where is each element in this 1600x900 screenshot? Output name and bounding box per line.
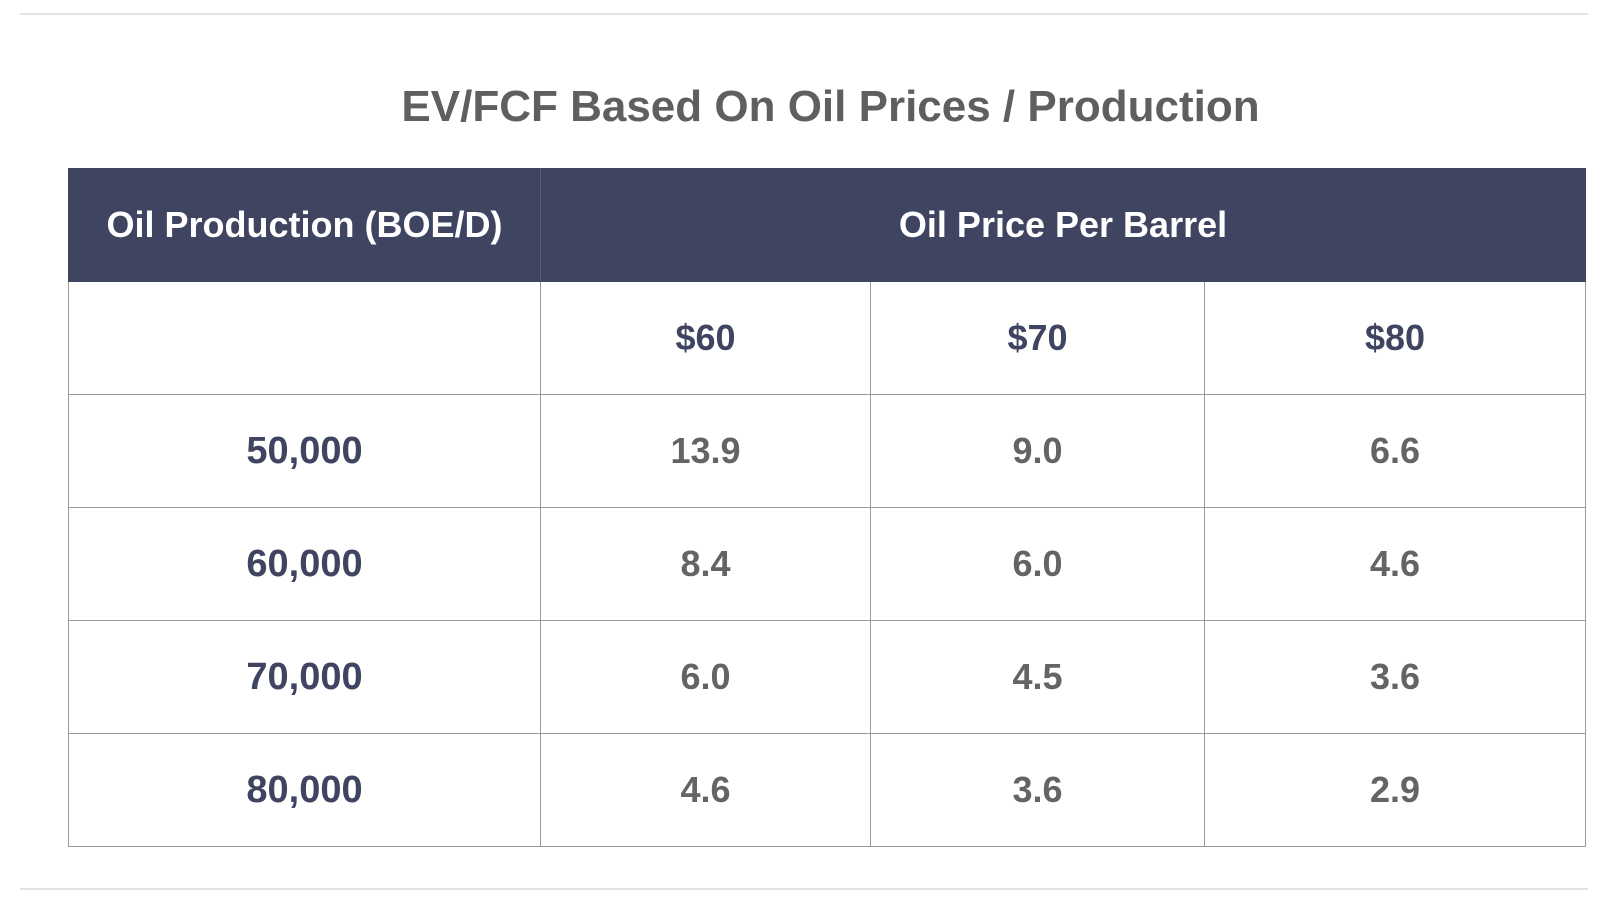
value-cell: 9.0 [870, 394, 1205, 508]
value-cell: 8.4 [540, 507, 871, 621]
price-header-row: $60 $70 $80 [68, 281, 1587, 395]
value-cell: 6.6 [1203, 394, 1587, 508]
price-column-header: $70 [870, 281, 1205, 395]
production-cell: 70,000 [68, 620, 541, 734]
row-header: Oil Production (BOE/D) [68, 168, 541, 282]
top-divider [20, 13, 1588, 15]
table-row: 80,000 4.6 3.6 2.9 [68, 733, 1587, 847]
table-title: EV/FCF Based On Oil Prices / Production [401, 82, 1260, 131]
production-cell: 80,000 [68, 733, 541, 847]
value-cell: 3.6 [1203, 620, 1587, 734]
price-column-header: $60 [540, 281, 871, 395]
value-cell: 2.9 [1203, 733, 1587, 847]
value-cell: 3.6 [870, 733, 1205, 847]
bottom-divider [20, 888, 1588, 890]
value-cell: 4.6 [540, 733, 871, 847]
price-column-header: $80 [1203, 281, 1587, 395]
header-row: Oil Production (BOE/D) Oil Price Per Bar… [68, 168, 1587, 282]
table-row: 60,000 8.4 6.0 4.6 [68, 507, 1587, 621]
empty-corner-cell [68, 281, 541, 395]
production-cell: 60,000 [68, 507, 541, 621]
production-cell: 50,000 [68, 394, 541, 508]
table-row: 50,000 13.9 9.0 6.6 [68, 394, 1587, 508]
value-cell: 6.0 [540, 620, 871, 734]
column-group-header: Oil Price Per Barrel [539, 168, 1587, 282]
value-cell: 6.0 [870, 507, 1205, 621]
value-cell: 13.9 [540, 394, 871, 508]
table-row: 70,000 6.0 4.5 3.6 [68, 620, 1587, 734]
value-cell: 4.6 [1203, 507, 1587, 621]
value-cell: 4.5 [870, 620, 1205, 734]
ev-fcf-table: Oil Production (BOE/D) Oil Price Per Bar… [68, 168, 1587, 847]
